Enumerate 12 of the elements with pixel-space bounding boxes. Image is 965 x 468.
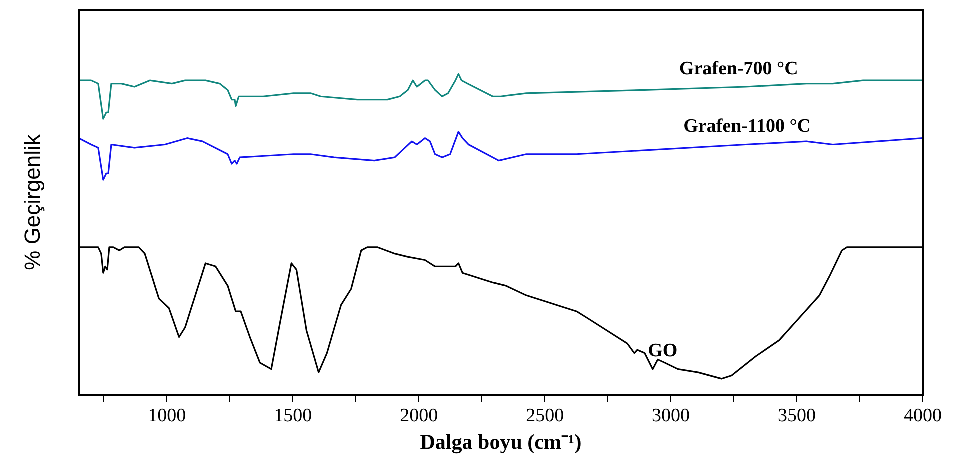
series-label: Grafen-1100 °C — [684, 116, 812, 138]
x-tick-label: 2000 — [400, 405, 438, 426]
x-tick-label: 1500 — [274, 405, 312, 426]
x-tick-label: 1000 — [148, 405, 186, 426]
series-label: Grafen-700 °C — [679, 58, 798, 80]
series-label: GO — [648, 340, 678, 362]
x-tick-label: 4000 — [904, 405, 942, 426]
x-tick-label: 2500 — [526, 405, 564, 426]
x-tick-label: 3500 — [778, 405, 816, 426]
x-tick-label: 3000 — [652, 405, 690, 426]
x-axis-title: Dalga boyu (cm⁻¹) — [420, 430, 582, 454]
y-axis-title: % Geçirgenlik — [20, 134, 46, 270]
